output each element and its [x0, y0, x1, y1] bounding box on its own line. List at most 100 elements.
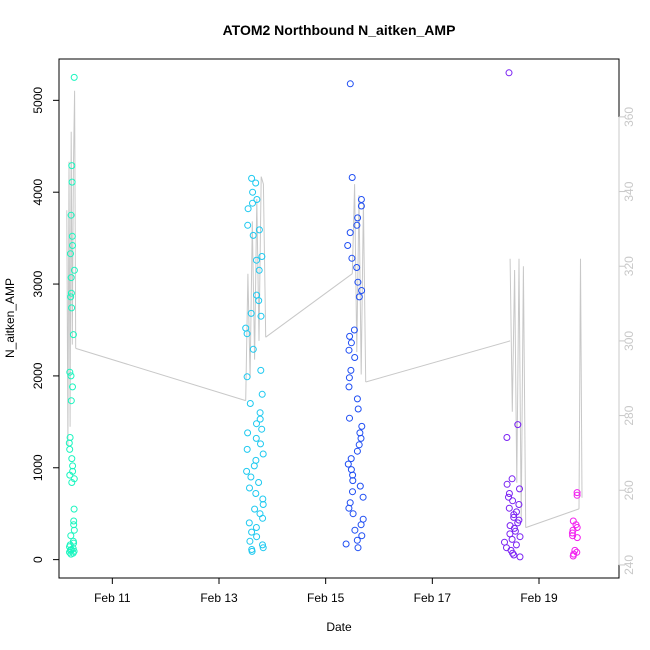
point-2-39: [349, 510, 357, 518]
line-segment-1: [75, 347, 246, 402]
point-3-5: [516, 485, 523, 493]
point-0-41: [67, 550, 75, 558]
point-1-15: [257, 312, 265, 320]
y2-tick-label-3: 300: [622, 331, 636, 351]
point-2-5: [353, 221, 361, 229]
point-2-18: [347, 366, 355, 374]
point-2-29: [347, 455, 355, 463]
point-2-28: [353, 447, 361, 455]
point-3-6: [505, 490, 513, 497]
point-1-41: [251, 505, 259, 513]
point-2-33: [349, 477, 357, 485]
point-1-24: [256, 415, 264, 423]
y-tick-label-5: 5000: [31, 87, 45, 114]
point-1-26: [258, 425, 266, 433]
point-2-14: [346, 332, 354, 340]
point-0-39: [66, 548, 73, 556]
point-2-41: [357, 521, 365, 529]
point-1-28: [252, 434, 260, 442]
point-3-20: [516, 533, 524, 541]
point-2-30: [344, 460, 352, 468]
point-1-52: [248, 547, 256, 555]
point-2-42: [351, 526, 359, 534]
x-tick-label-1: Feb 13: [200, 591, 238, 605]
x-axis: Feb 11 Feb 13 Feb 15 Feb 17 Feb 19: [94, 577, 558, 605]
point-1-50: [259, 544, 267, 552]
point-1-25: [253, 420, 260, 428]
point-0-12: [69, 331, 77, 339]
point-0-15: [69, 383, 76, 391]
point-0-10: [67, 293, 75, 301]
point-3-24: [503, 544, 510, 552]
y-tick-label-1: 1000: [31, 454, 45, 481]
point-1-13: [255, 297, 263, 305]
y2-tick-label-5: 340: [622, 181, 636, 201]
point-2-26: [357, 434, 365, 442]
point-2-20: [345, 383, 353, 391]
point-4-0: [573, 489, 581, 497]
point-1-6: [244, 221, 252, 229]
y-tick-label-3: 3000: [31, 270, 45, 297]
point-2-36: [359, 493, 367, 501]
point-1-48: [246, 537, 254, 545]
point-2-45: [342, 540, 350, 548]
point-3-2: [503, 434, 511, 441]
point-0-16: [67, 397, 75, 405]
point-2-16: [345, 346, 353, 354]
x-tick-label-4: Feb 19: [520, 591, 558, 605]
point-1-7: [255, 226, 263, 234]
point-2-19: [345, 374, 353, 382]
point-1-40: [259, 501, 267, 508]
point-0-7: [70, 266, 78, 274]
point-1-31: [259, 450, 267, 458]
point-3-18: [511, 527, 519, 535]
x-axis-label: Date: [326, 620, 352, 634]
point-2-22: [354, 405, 362, 413]
point-1-0: [248, 174, 256, 182]
point-2-46: [354, 544, 362, 552]
point-3-1: [514, 421, 522, 429]
y-axis-left: 0 1000 2000 3000 4000 5000: [31, 87, 60, 563]
point-0-20: [68, 455, 76, 463]
point-0-11: [68, 304, 76, 312]
point-0-3: [67, 211, 75, 219]
point-1-3: [253, 196, 261, 203]
point-2-17: [351, 354, 359, 361]
point-3-10: [505, 504, 513, 512]
point-2-0: [346, 80, 354, 88]
point-1-14: [247, 309, 255, 317]
y-tick-label-0: 0: [31, 556, 45, 563]
point-0-30: [67, 532, 75, 540]
point-1-38: [252, 490, 260, 497]
point-2-7: [344, 242, 352, 249]
point-2-9: [353, 264, 361, 271]
point-1-11: [255, 266, 263, 274]
point-0-0: [70, 73, 78, 81]
point-2-12: [355, 293, 363, 301]
point-1-8: [249, 231, 257, 239]
point-1-35: [247, 473, 255, 481]
point-3-7: [505, 493, 512, 501]
y-axis-label: N_aitken_AMP: [3, 278, 17, 358]
line-segment-3: [265, 273, 353, 338]
point-2-1: [348, 174, 356, 181]
point-1-4: [249, 199, 256, 207]
chart-title: ATOM2 Northbound N_aitken_AMP: [223, 22, 456, 38]
y2-tick-label-4: 320: [622, 256, 636, 276]
point-2-6: [346, 229, 354, 237]
point-0-26: [70, 505, 78, 513]
point-0-29: [70, 526, 78, 534]
point-1-49: [259, 541, 266, 549]
y-tick-label-4: 4000: [31, 179, 45, 206]
point-3-16: [506, 522, 514, 530]
point-4-7: [569, 532, 577, 540]
point-3-12: [510, 511, 518, 519]
point-2-27: [355, 441, 363, 449]
point-4-1: [573, 491, 581, 499]
point-0-1: [68, 162, 76, 170]
point-1-33: [250, 462, 258, 470]
point-1-45: [252, 524, 260, 531]
point-2-23: [346, 414, 353, 422]
point-2-11: [358, 287, 366, 294]
